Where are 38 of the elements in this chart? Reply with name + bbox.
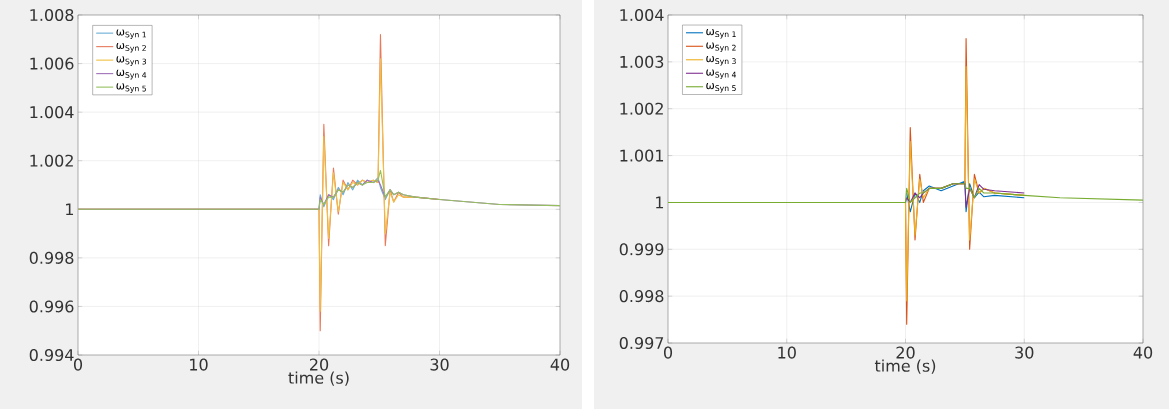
y-tick-label: 0.998 — [619, 290, 664, 303]
y-tick-label: 1.002 — [620, 102, 663, 115]
x-tick-label: 10 — [190, 358, 208, 371]
legend-label: ω$_{Syn 2}$ — [116, 42, 146, 53]
y-tick-label: 1.002 — [30, 154, 73, 167]
y-tick-label: 0.994 — [29, 348, 74, 362]
y-tick-label: 0.997 — [619, 336, 664, 350]
y-tick-label: 1.008 — [30, 8, 74, 22]
x-tick-label: 10 — [778, 346, 796, 359]
x-tick-label: 0 — [663, 346, 673, 359]
x-tick-label: 40 — [1133, 346, 1153, 359]
x-tick-label: 0 — [73, 358, 83, 371]
y-tick-label: 0.996 — [29, 300, 74, 313]
x-tick-label: 20 — [310, 358, 329, 371]
y-tick-label: 1.003 — [620, 55, 664, 68]
y-tick-label: 0.998 — [29, 251, 74, 264]
y-tick-label: 1.006 — [30, 57, 74, 70]
legend-label: ω$_{Syn 4}$ — [706, 69, 736, 80]
y-tick-label: 1 — [66, 203, 74, 216]
y-tick-label: 1.004 — [620, 8, 664, 22]
legend-label: ω$_{Syn 2}$ — [706, 42, 736, 53]
x-tick-label: 40 — [550, 358, 570, 371]
x-axis-title: time (s) — [874, 359, 936, 374]
x-axis-title: time (s) — [288, 371, 349, 386]
y-tick-label: 1.001 — [620, 149, 664, 162]
legend-label: ω$_{Syn 3}$ — [706, 56, 736, 66]
legend-label: ω$_{Syn 5}$ — [706, 83, 736, 93]
y-tick-label: 1.004 — [30, 106, 74, 119]
legend-label: ω$_{Syn 1}$ — [116, 29, 146, 39]
x-tick-label: 30 — [430, 358, 449, 371]
x-tick-label: 20 — [896, 346, 915, 359]
y-tick-label: 1 — [656, 196, 664, 209]
legend-label: ω$_{Syn 5}$ — [116, 83, 146, 93]
legend-label: ω$_{Syn 1}$ — [706, 29, 736, 39]
x-tick-label: 30 — [1015, 346, 1034, 359]
y-tick-label: 0.999 — [619, 243, 664, 256]
legend-label: ω$_{Syn 3}$ — [116, 56, 147, 66]
legend-label: ω$_{Syn 4}$ — [116, 69, 147, 80]
